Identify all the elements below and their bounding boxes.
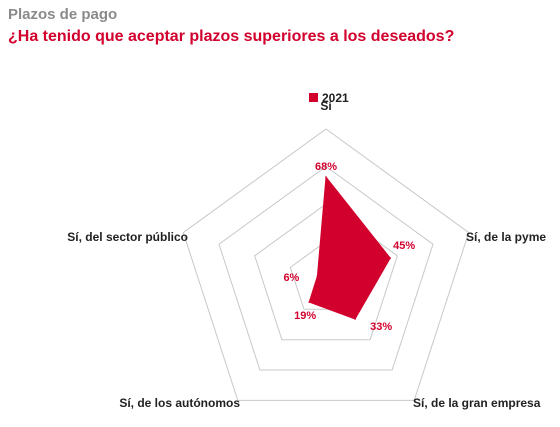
series-point-4 — [308, 301, 311, 303]
data-label-4: 19% — [294, 310, 316, 322]
series-area-2021 — [308, 175, 391, 320]
series-point-2 — [389, 257, 392, 259]
axis-label-4: Sí, de los autónomos — [119, 396, 240, 410]
series-point-5 — [316, 275, 319, 278]
series-point-3 — [354, 318, 356, 320]
legend-swatch-2021 — [309, 93, 318, 102]
chart-kicker: Plazos de pago — [8, 6, 118, 23]
radar-axis-labels: Sí Sí, de la pyme Sí, de la gran empresa Sí… — [67, 99, 546, 410]
axis-label-3: Sí, de la gran empresa — [413, 396, 541, 410]
grid-ring-4 — [182, 128, 470, 401]
axis-label-2: Sí, de la pyme — [466, 230, 546, 244]
radar-data-labels: 68% 45% 33% 19% 6% — [283, 161, 415, 333]
axis-label-5: Sí, del sector público — [67, 230, 188, 244]
chart-title: ¿Ha tenido que aceptar plazos superiores… — [8, 28, 455, 45]
axis-label-1: Sí — [320, 99, 332, 113]
data-label-5: 6% — [283, 272, 299, 284]
data-label-2: 45% — [393, 240, 415, 252]
grid-ring-2 — [254, 203, 398, 341]
radar-grid — [182, 128, 470, 401]
series-point-1 — [325, 176, 327, 178]
grid-ring-3 — [218, 165, 434, 371]
radar-series — [308, 175, 392, 320]
data-label-1: 68% — [315, 161, 337, 173]
legend-label-2021: 2021 — [322, 91, 349, 105]
chart-legend: 2021 — [309, 91, 349, 105]
data-label-3: 33% — [370, 321, 392, 333]
